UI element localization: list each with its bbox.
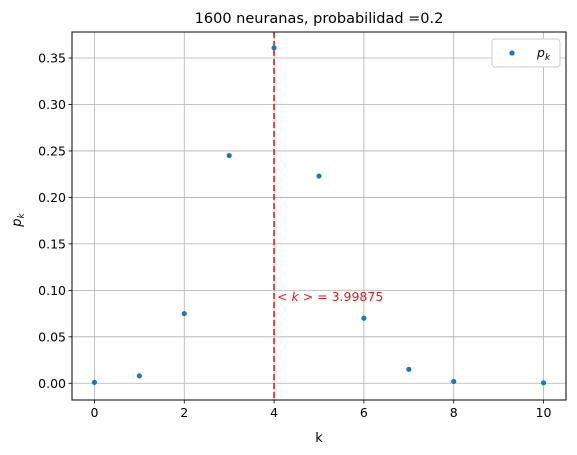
x-tick-label: 2 bbox=[180, 405, 188, 420]
data-point bbox=[271, 45, 277, 51]
grid-lines bbox=[72, 32, 566, 400]
y-tick-label: 0.05 bbox=[38, 329, 66, 344]
y-tick-label: 0.15 bbox=[38, 236, 66, 251]
legend: pk bbox=[491, 38, 561, 68]
y-tick-label: 0.30 bbox=[38, 97, 66, 112]
data-point bbox=[226, 152, 232, 159]
y-axis-ticks: 0.00 0.05 0.10 0.15 0.20 0.25 0.30 0.35 bbox=[38, 51, 72, 391]
data-point bbox=[540, 380, 547, 386]
x-axis-ticks: 0 2 4 6 8 10 bbox=[90, 400, 552, 420]
data-point bbox=[181, 310, 187, 317]
legend-box bbox=[491, 38, 561, 68]
y-tick-label: 0.35 bbox=[38, 51, 66, 66]
y-tick-label: 0.20 bbox=[38, 190, 66, 205]
y-tick-label: 0.10 bbox=[38, 283, 66, 298]
y-axis-label: pk bbox=[10, 212, 27, 227]
data-point bbox=[361, 315, 367, 321]
x-tick-label: 10 bbox=[536, 405, 552, 420]
legend-marker bbox=[509, 50, 515, 56]
x-tick-label: 0 bbox=[90, 405, 98, 420]
x-tick-label: 4 bbox=[270, 405, 278, 420]
data-point bbox=[91, 379, 98, 385]
data-point bbox=[406, 366, 412, 372]
x-axis-label: k bbox=[315, 431, 323, 446]
data-points bbox=[91, 45, 547, 386]
chart-title: 1600 neuranas, probabilidad =0.2 bbox=[195, 11, 444, 27]
x-tick-label: 8 bbox=[450, 405, 458, 420]
mean-annotation: < k > = 3.99875 bbox=[277, 289, 383, 304]
plot-area-frame bbox=[71, 31, 567, 401]
data-point bbox=[316, 173, 322, 179]
data-point bbox=[136, 373, 142, 379]
legend-label: pk bbox=[536, 45, 551, 63]
y-tick-label: 0.00 bbox=[38, 376, 66, 391]
data-point bbox=[451, 378, 457, 385]
y-tick-label: 0.25 bbox=[38, 143, 66, 158]
x-tick-label: 6 bbox=[360, 405, 368, 420]
